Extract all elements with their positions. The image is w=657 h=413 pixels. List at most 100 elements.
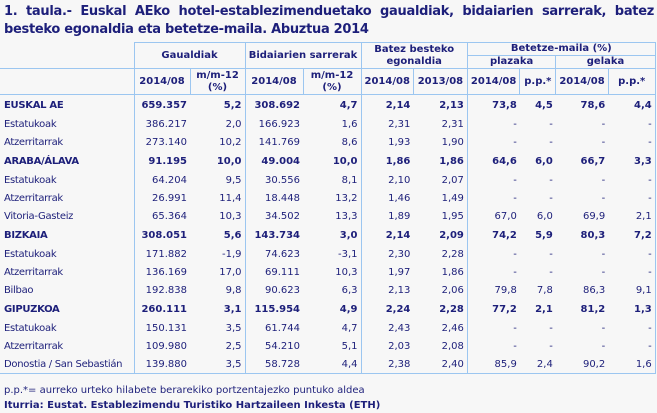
row-label: Vitoria-Gasteiz xyxy=(0,207,135,225)
table-cell: 10,3 xyxy=(190,207,246,225)
table-cell: - xyxy=(608,189,656,207)
table-cell: 7,8 xyxy=(536,284,553,296)
table-cell: - xyxy=(601,192,606,204)
table-cell: - xyxy=(601,340,606,352)
row-label: Estatukoak xyxy=(0,319,135,337)
table-cell: 141.769 xyxy=(258,136,300,148)
table-cell: 2,1 xyxy=(535,303,553,315)
row-label: Atzerritarrak xyxy=(0,189,135,207)
subheader-cell: 2014/08 xyxy=(133,68,191,95)
table-cell: 3,5 xyxy=(190,355,246,374)
table-cell: 85,9 xyxy=(467,355,520,374)
table-cell: 79,8 xyxy=(494,284,517,296)
table-cell: 1,97 xyxy=(388,266,411,278)
table-cell: 74.623 xyxy=(265,248,300,260)
table-cell: 2,30 xyxy=(388,248,411,260)
table-cell: 34.502 xyxy=(265,210,300,222)
table-cell: 150.131 xyxy=(145,322,187,334)
table-cell: 659.357 xyxy=(141,99,187,111)
table-cell: 13,2 xyxy=(303,189,362,207)
table-cell: - xyxy=(513,118,517,130)
table-cell: 58.728 xyxy=(245,355,303,374)
table-cell: 13,3 xyxy=(303,207,362,225)
table-cell: 3,0 xyxy=(303,225,362,245)
table-cell: 4,7 xyxy=(303,319,362,337)
row-label: Estatukoak xyxy=(0,245,135,263)
row-label: GIPUZKOA xyxy=(0,299,135,319)
table-cell: 2,0 xyxy=(190,115,246,133)
table-row: Atzerritarrak 109.980 2,5 54.210 5,1 2,03 2,08… xyxy=(0,337,656,355)
table-row: Bilbao 192.838 9,8 90.623 6,3 2,13 2,06 79,8 7,8… xyxy=(0,281,656,299)
table-cell: 86,3 xyxy=(582,284,606,296)
table-cell: 6,0 xyxy=(535,155,553,167)
table-cell: - xyxy=(601,248,606,260)
table-cell: 308.051 xyxy=(141,229,187,241)
table-cell: 2,09 xyxy=(413,225,468,245)
subheader-cell: m/m-12 (%) xyxy=(189,68,246,95)
table-row: Vitoria-Gasteiz 65.364 10,3 34.502 13,3 1,89 1… xyxy=(0,207,656,225)
header-egonaldia: Batez besteko egonaldia xyxy=(360,42,468,69)
row-label: Donostia / San Sebastián xyxy=(0,355,135,374)
table-row: GIPUZKOA 260.111 3,1 115.954 4,9 2,24 2,28 77,2… xyxy=(0,299,656,319)
table-cell: - xyxy=(513,340,517,352)
table-cell: 5,9 xyxy=(535,229,553,241)
table-cell: - xyxy=(601,174,606,186)
subheader-cell: p.p.* xyxy=(607,68,656,95)
table-cell: - xyxy=(513,192,517,204)
table-cell: 2,28 xyxy=(413,299,468,319)
table-cell: 2,03 xyxy=(388,340,411,352)
table-cell: 9,1 xyxy=(608,281,656,299)
table-cell: -3,1 xyxy=(303,245,362,263)
table-cell: 73,8 xyxy=(492,99,517,111)
table-cell: 4,4 xyxy=(303,355,362,374)
header-betetze: Betetze-maila (%) xyxy=(466,42,656,56)
subheader-cell: m/m-12 (%) xyxy=(302,68,362,95)
table-cell: 2,31 xyxy=(413,115,468,133)
table-row: Estatukoak 64.204 9,5 30.556 8,1 2,10 2,07- - - - xyxy=(0,171,656,189)
table-row: Estatukoak 171.882 -1,9 74.623 -3,1 2,30 2,28 -… xyxy=(0,245,656,263)
table-cell: 4,9 xyxy=(303,299,362,319)
table-cell: 4,4 xyxy=(608,94,656,115)
table-cell: 2,5 xyxy=(190,337,246,355)
row-label: Atzerritarrak xyxy=(0,337,135,355)
table-cell: 2,28 xyxy=(413,245,468,263)
subheader-cell: 2014/08 xyxy=(555,68,609,95)
table-cell: 91.195 xyxy=(148,155,187,167)
table-cell: 64.204 xyxy=(152,174,187,186)
data-table: Gaualdiak Bidaiarien sarrerak Batez best… xyxy=(0,42,656,374)
table-cell: - xyxy=(513,322,517,334)
row-label: ARABA/ÁLAVA xyxy=(0,151,135,171)
table-row: BIZKAIA 308.051 5,6 143.734 3,0 2,14 2,09 74,2 5… xyxy=(0,225,656,245)
table-cell: 66,7 xyxy=(580,155,606,167)
table-cell: 2,06 xyxy=(413,281,468,299)
table-cell: 10,3 xyxy=(303,263,362,281)
row-label: Bilbao xyxy=(0,281,135,299)
table-cell: 1,49 xyxy=(413,189,468,207)
table-cell: 69.111 xyxy=(265,266,300,278)
table-cell: 3,1 xyxy=(190,299,246,319)
table-cell: 30.556 xyxy=(265,174,300,186)
table-cell: - xyxy=(549,192,553,204)
row-label: Estatukoak xyxy=(0,171,135,189)
table-cell: - xyxy=(608,171,656,189)
table-cell: 6,3 xyxy=(303,281,362,299)
table-cell: 54.210 xyxy=(265,340,300,352)
table-cell: 260.111 xyxy=(141,303,187,315)
table-cell: - xyxy=(549,322,553,334)
table-cell: 8,1 xyxy=(303,171,362,189)
table-cell: 10,2 xyxy=(190,133,246,151)
table-row: Atzerritarrak 273.140 10,2 141.769 8,6 1,93 1,… xyxy=(0,133,656,151)
table-cell: 171.882 xyxy=(145,248,187,260)
table-cell: 2,08 xyxy=(413,337,468,355)
table-cell: 49.004 xyxy=(261,155,300,167)
table-cell: 3,5 xyxy=(190,319,246,337)
table-cell: - xyxy=(513,266,517,278)
table-cell: 5,1 xyxy=(303,337,362,355)
table-cell: 109.980 xyxy=(145,340,187,352)
table-cell: - xyxy=(549,266,553,278)
table-cell: 2,43 xyxy=(388,322,411,334)
table-cell: 273.140 xyxy=(145,136,187,148)
table-cell: 3,3 xyxy=(608,151,656,171)
table-cell: 4,7 xyxy=(303,94,362,115)
table-cell: - xyxy=(601,136,606,148)
